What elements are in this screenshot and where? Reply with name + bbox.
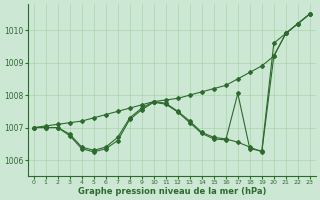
X-axis label: Graphe pression niveau de la mer (hPa): Graphe pression niveau de la mer (hPa) bbox=[77, 187, 266, 196]
